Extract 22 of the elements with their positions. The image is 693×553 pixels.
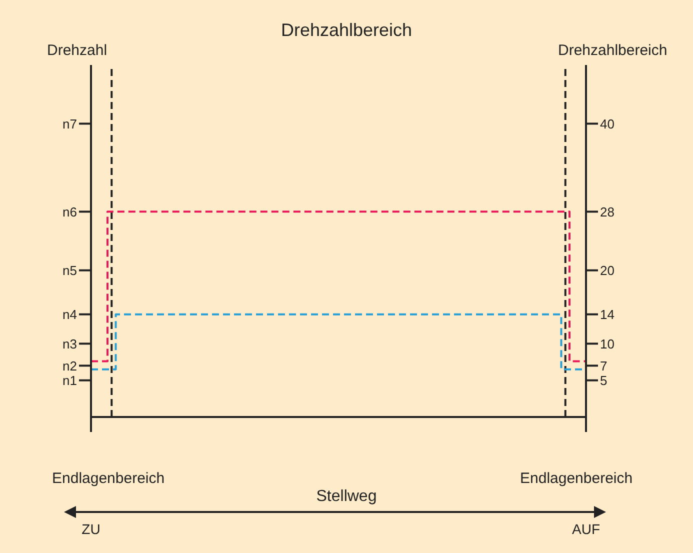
y-tick-label: 28 xyxy=(600,204,614,220)
text: n2 xyxy=(62,358,77,374)
text: n4 xyxy=(62,306,77,322)
x-axis-title: Stellweg xyxy=(315,488,378,506)
y-axis-title: Drehzahlbereich xyxy=(558,42,668,59)
y-tick-label: 7 xyxy=(600,358,608,374)
text: n6 xyxy=(62,204,77,220)
y-tick-label: 40 xyxy=(600,116,614,132)
text: Endlagenbereich xyxy=(520,470,633,487)
chart-title: Drehzahlbereich xyxy=(280,20,414,41)
x-tick-label: AUF xyxy=(572,521,600,537)
y-tick-label: 20 xyxy=(600,262,614,278)
y-tick-label: 5 xyxy=(600,372,608,388)
text: n7 xyxy=(62,116,77,132)
y2-axis-title: Drehzahl xyxy=(47,42,108,59)
text: Endlagenbereich xyxy=(52,470,165,487)
text: n1 xyxy=(62,372,77,388)
y-tick-label: 10 xyxy=(600,336,614,352)
text: n3 xyxy=(62,336,77,352)
x-tick-label: ZU xyxy=(82,521,100,537)
y-tick-label: 14 xyxy=(600,306,614,322)
text: n5 xyxy=(62,262,77,278)
